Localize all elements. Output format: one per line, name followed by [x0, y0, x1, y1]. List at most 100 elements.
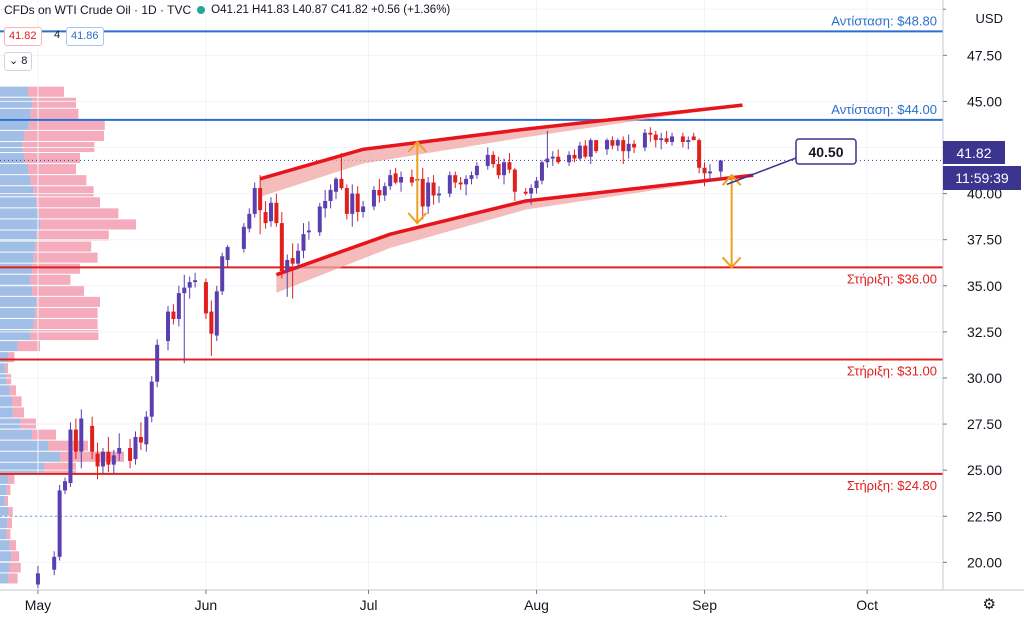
candle-body — [485, 154, 490, 166]
profile-bar-buy — [0, 429, 32, 440]
symbol-title[interactable]: CFDs on WTI Crude Oil · 1D · TVC — [4, 3, 192, 17]
y-tick-label: 25.00 — [967, 462, 1002, 478]
candle-body — [653, 134, 658, 141]
candle-body — [436, 193, 441, 196]
profile-bar-sell — [32, 429, 56, 440]
profile-bar-sell — [8, 507, 13, 518]
level-label-support: Στήριξη: $24.80 — [847, 478, 937, 493]
buy-price[interactable]: 41.86 — [66, 27, 104, 46]
spread-value: 4 — [54, 29, 61, 41]
last-price-value: 41.82 — [956, 145, 991, 161]
gear-icon[interactable]: ⚙ — [982, 596, 996, 613]
candle-body — [166, 311, 171, 342]
candle-body — [642, 132, 647, 148]
profile-bar-buy — [0, 241, 36, 252]
candle-body — [539, 162, 544, 181]
range-arrow-head-down — [721, 256, 742, 269]
candle-body — [502, 162, 507, 176]
profile-bar-buy — [0, 108, 31, 119]
profile-bar-sell — [33, 186, 94, 197]
profile-bar-sell — [11, 551, 20, 562]
candle-body — [317, 206, 322, 233]
profile-bar-buy — [0, 451, 60, 462]
candle-body — [144, 416, 149, 445]
ohlc-values: O41.21 H41.83 L40.87 C41.82 +0.56 (+1.36… — [211, 4, 451, 16]
y-tick-label: 20.00 — [967, 554, 1002, 570]
profile-bar-buy — [0, 573, 8, 584]
indicators-toggle[interactable]: ⌄ 8 — [4, 52, 33, 71]
candle-body — [285, 259, 290, 272]
callout-leader — [726, 157, 797, 186]
candle-body — [583, 145, 588, 157]
profile-bar-sell — [38, 208, 119, 219]
profile-bar-sell — [35, 307, 98, 318]
profile-bar-sell — [24, 153, 80, 164]
candle-body — [290, 258, 295, 264]
candle-body — [659, 138, 664, 141]
profile-bar-buy — [0, 274, 31, 285]
candle-body — [187, 282, 192, 288]
candle-body — [610, 140, 615, 146]
y-tick-label: 22.50 — [967, 508, 1002, 524]
volume-profile — [0, 86, 136, 584]
candle-body — [339, 178, 344, 189]
profile-bar-buy — [0, 363, 5, 374]
candle-body — [648, 132, 653, 135]
profile-bar-sell — [9, 562, 21, 573]
candle-body — [225, 247, 230, 260]
profile-bar-sell — [8, 473, 15, 484]
candle-body — [431, 182, 436, 196]
y-tick-label: 45.00 — [967, 93, 1002, 109]
profile-bar-buy — [0, 186, 34, 197]
candle-body — [306, 230, 311, 233]
candle-body — [268, 202, 273, 222]
level-label-support: Στήριξη: $31.00 — [847, 364, 937, 379]
profile-bar-buy — [0, 529, 7, 540]
candle-body — [697, 140, 702, 168]
chart-legend: CFDs on WTI Crude Oil · 1D · TVC O41.21 … — [4, 3, 450, 17]
y-tick-label: 30.00 — [967, 370, 1002, 386]
candle-body — [464, 178, 469, 185]
profile-bar-sell — [28, 119, 105, 130]
candle-body — [138, 436, 143, 443]
candlestick-series[interactable] — [35, 127, 723, 589]
profile-bar-buy — [0, 540, 10, 551]
profile-bar-sell — [28, 86, 64, 97]
profile-bar-sell — [30, 330, 99, 341]
profile-bar-sell — [8, 573, 18, 584]
profile-bar-buy — [0, 562, 10, 573]
profile-bar-sell — [32, 263, 80, 274]
range-arrow-head-up — [721, 173, 742, 186]
y-tick-label: 35.00 — [967, 278, 1002, 294]
profile-bar-sell — [8, 352, 15, 363]
profile-bar-sell — [40, 219, 136, 230]
candle-body — [35, 573, 40, 585]
profile-bar-buy — [0, 495, 5, 507]
profile-bar-sell — [12, 407, 24, 418]
profile-bar-sell — [44, 462, 76, 473]
candle-body — [382, 186, 387, 196]
candle-body — [469, 175, 474, 179]
candle-body — [100, 451, 105, 467]
profile-bar-sell — [36, 296, 100, 307]
candle-body — [632, 143, 637, 148]
candle-body — [545, 158, 550, 163]
profile-bar-buy — [0, 296, 36, 307]
candle-body — [670, 136, 675, 142]
candle-body — [274, 202, 279, 224]
profile-bar-sell — [30, 274, 71, 285]
sell-price[interactable]: 41.82 — [4, 27, 42, 46]
candle-body — [399, 177, 404, 183]
candle-body — [377, 189, 382, 196]
candle-body — [258, 188, 263, 211]
candle-body — [279, 223, 284, 272]
profile-bar-sell — [36, 197, 100, 208]
candle-body — [79, 418, 84, 452]
candle-body — [63, 481, 68, 491]
candle-body — [117, 448, 122, 454]
candle-body — [420, 178, 425, 207]
profile-bar-sell — [24, 130, 104, 141]
profile-bar-buy — [0, 507, 8, 518]
